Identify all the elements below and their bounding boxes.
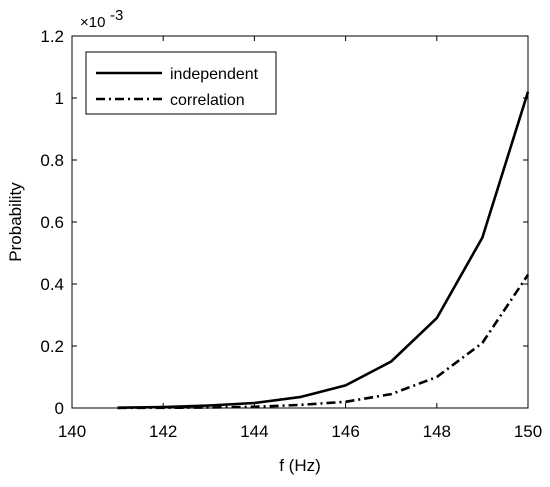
x-tick-label: 140	[58, 422, 86, 441]
y-tick-label: 1.2	[40, 27, 64, 46]
x-tick-label: 146	[331, 422, 359, 441]
x-axis: 140 142 144 146 148 150	[58, 36, 542, 441]
x-axis-label: f (Hz)	[279, 456, 321, 475]
legend-box	[85, 51, 277, 115]
legend-label-correlation: correlation	[170, 92, 245, 109]
y-tick-label: 0.8	[40, 151, 64, 170]
x-tick-label: 142	[149, 422, 177, 441]
y-exponent-base: ×10	[80, 14, 105, 31]
x-tick-label: 150	[514, 422, 542, 441]
y-axis: 0 0.2 0.4 0.6 0.8 1 1.2	[40, 27, 528, 418]
legend: independent correlation	[85, 51, 277, 115]
y-tick-label: 0.6	[40, 213, 64, 232]
y-tick-label: 1	[55, 89, 64, 108]
x-tick-label: 144	[240, 422, 268, 441]
y-axis-exponent: ×10 -3	[80, 7, 123, 31]
y-tick-label: 0.2	[40, 337, 64, 356]
y-exponent-power: -3	[110, 7, 123, 24]
y-axis-label: Probability	[6, 182, 25, 262]
series-lines	[117, 91, 530, 410]
y-tick-label: 0.4	[40, 275, 64, 294]
series-line-correlation	[117, 273, 530, 410]
x-tick-label: 148	[423, 422, 451, 441]
legend-label-independent: independent	[170, 66, 259, 83]
series-line-independent	[117, 91, 530, 409]
y-tick-label: 0	[55, 399, 64, 418]
